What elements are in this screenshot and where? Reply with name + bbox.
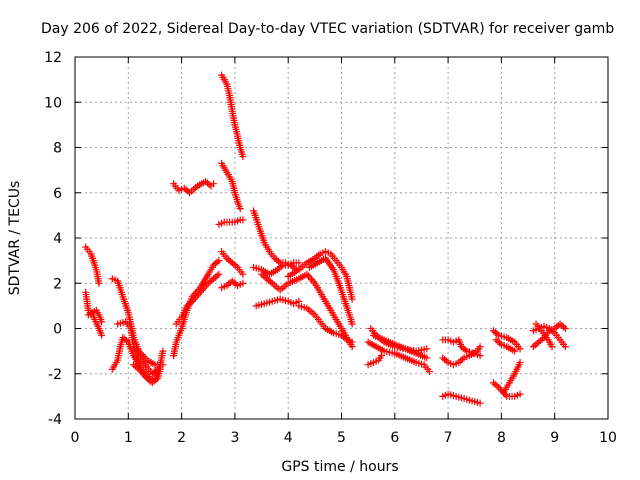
data-points (82, 71, 569, 407)
x-tick-label: 2 (177, 430, 186, 446)
data-point (159, 347, 167, 355)
data-point (476, 343, 484, 351)
x-tick-label: 5 (337, 430, 346, 446)
y-tick-label: 8 (53, 141, 62, 157)
data-point (348, 295, 356, 303)
x-tick-label: 4 (284, 430, 293, 446)
data-point (377, 352, 385, 360)
x-tick-label: 9 (550, 430, 559, 446)
data-point (516, 390, 524, 398)
x-tick-label: 3 (230, 430, 239, 446)
data-point (239, 216, 247, 224)
data-point (215, 257, 223, 265)
y-tick-label: -2 (48, 367, 62, 383)
data-point (548, 343, 556, 351)
data-point (239, 279, 247, 287)
data-point (561, 343, 569, 351)
y-tick-label: 4 (53, 231, 62, 247)
data-point (348, 320, 356, 328)
data-point (95, 279, 103, 287)
x-tick-label: 0 (71, 430, 80, 446)
x-axis-label: GPS time / hours (281, 459, 398, 475)
data-point (156, 365, 164, 373)
data-point (511, 347, 519, 355)
y-tick-label: -4 (48, 412, 62, 428)
data-point (210, 180, 218, 188)
data-point (239, 270, 247, 278)
data-point (516, 358, 524, 366)
chart-title: Day 206 of 2022, Sidereal Day-to-day VTE… (41, 21, 614, 37)
x-tick-label: 7 (444, 430, 453, 446)
data-point (215, 270, 223, 278)
data-point (295, 259, 303, 267)
data-point (561, 325, 569, 332)
data-point (98, 331, 106, 339)
x-tick-label: 8 (497, 430, 506, 446)
x-tick-label: 10 (599, 430, 617, 446)
y-tick-label: 10 (44, 95, 62, 111)
data-point (98, 318, 106, 326)
data-point (423, 354, 431, 362)
data-point (239, 153, 247, 161)
data-point (348, 338, 356, 346)
data-point (236, 205, 244, 213)
y-tick-label: 12 (44, 50, 62, 66)
data-point (476, 352, 484, 360)
x-tick-label: 1 (124, 430, 133, 446)
x-tick-label: 6 (390, 430, 399, 446)
data-point (425, 367, 433, 375)
y-tick-label: 6 (53, 186, 62, 202)
data-point (423, 345, 431, 353)
data-point (516, 345, 524, 353)
y-tick-label: 2 (53, 276, 62, 292)
y-tick-label: 0 (53, 322, 62, 338)
y-axis-label: SDTVAR / TECUs (7, 181, 23, 296)
data-point (476, 399, 484, 407)
